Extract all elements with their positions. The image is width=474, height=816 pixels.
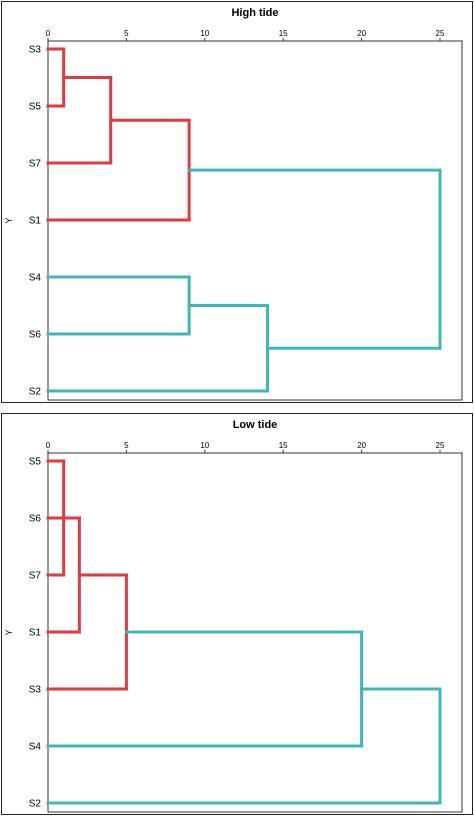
leaf-label: S3 (29, 685, 42, 696)
high-tide-panel: High tide 0 5 10 15 20 25 Y S3 S5 S7 S1 S4 S6 S2 (1, 1, 473, 403)
merge-link (46, 76, 113, 165)
leaf-label: S2 (29, 799, 42, 810)
y-axis-label: Y (4, 629, 14, 635)
x-tick-label: 25 (436, 29, 445, 38)
merge-link (187, 168, 442, 350)
merge-link (46, 118, 191, 222)
low-tide-dendrogram: Low tide 0 5 10 15 20 25 Y S5 S6 S7 S1 S3 S4 S2 (4, 419, 463, 813)
merge-link (46, 304, 270, 393)
leaf-label: S6 (29, 514, 42, 525)
chart-title: Low tide (233, 419, 278, 431)
x-tick-label: 0 (46, 441, 51, 450)
leaf-label: S1 (29, 628, 42, 639)
leaf-label: S6 (29, 330, 42, 341)
x-tick-label: 20 (357, 29, 366, 38)
x-tick-label: 5 (124, 29, 129, 38)
merge-link (46, 687, 442, 805)
x-tick-label: 10 (200, 441, 209, 450)
x-tick-label: 25 (436, 441, 445, 450)
x-tick-label: 10 (200, 29, 209, 38)
low-tide-panel: Low tide 0 5 10 15 20 25 Y S5 S6 S7 S1 S3 S4 S2 (1, 413, 473, 815)
leaf-label: S4 (29, 742, 42, 753)
leaf-label: S7 (29, 571, 42, 582)
leaf-label: S7 (29, 159, 42, 170)
high-tide-dendrogram: High tide 0 5 10 15 20 25 Y S3 S5 S7 S1 S4 S6 S2 (4, 7, 463, 401)
leaf-label: S2 (29, 387, 42, 398)
merge-link (46, 275, 191, 336)
leaf-label: S1 (29, 216, 42, 227)
leaf-label: S5 (29, 457, 42, 468)
y-axis-label: Y (4, 217, 14, 223)
x-tick-label: 0 (46, 29, 51, 38)
leaf-label: S4 (29, 273, 42, 284)
x-tick-label: 5 (124, 441, 129, 450)
leaf-label: S3 (29, 45, 42, 56)
x-tick-label: 20 (357, 441, 366, 450)
chart-title: High tide (231, 7, 278, 19)
x-tick-label: 15 (279, 441, 288, 450)
leaf-label: S5 (29, 102, 42, 113)
merge-link (46, 47, 66, 108)
x-tick-label: 15 (279, 29, 288, 38)
